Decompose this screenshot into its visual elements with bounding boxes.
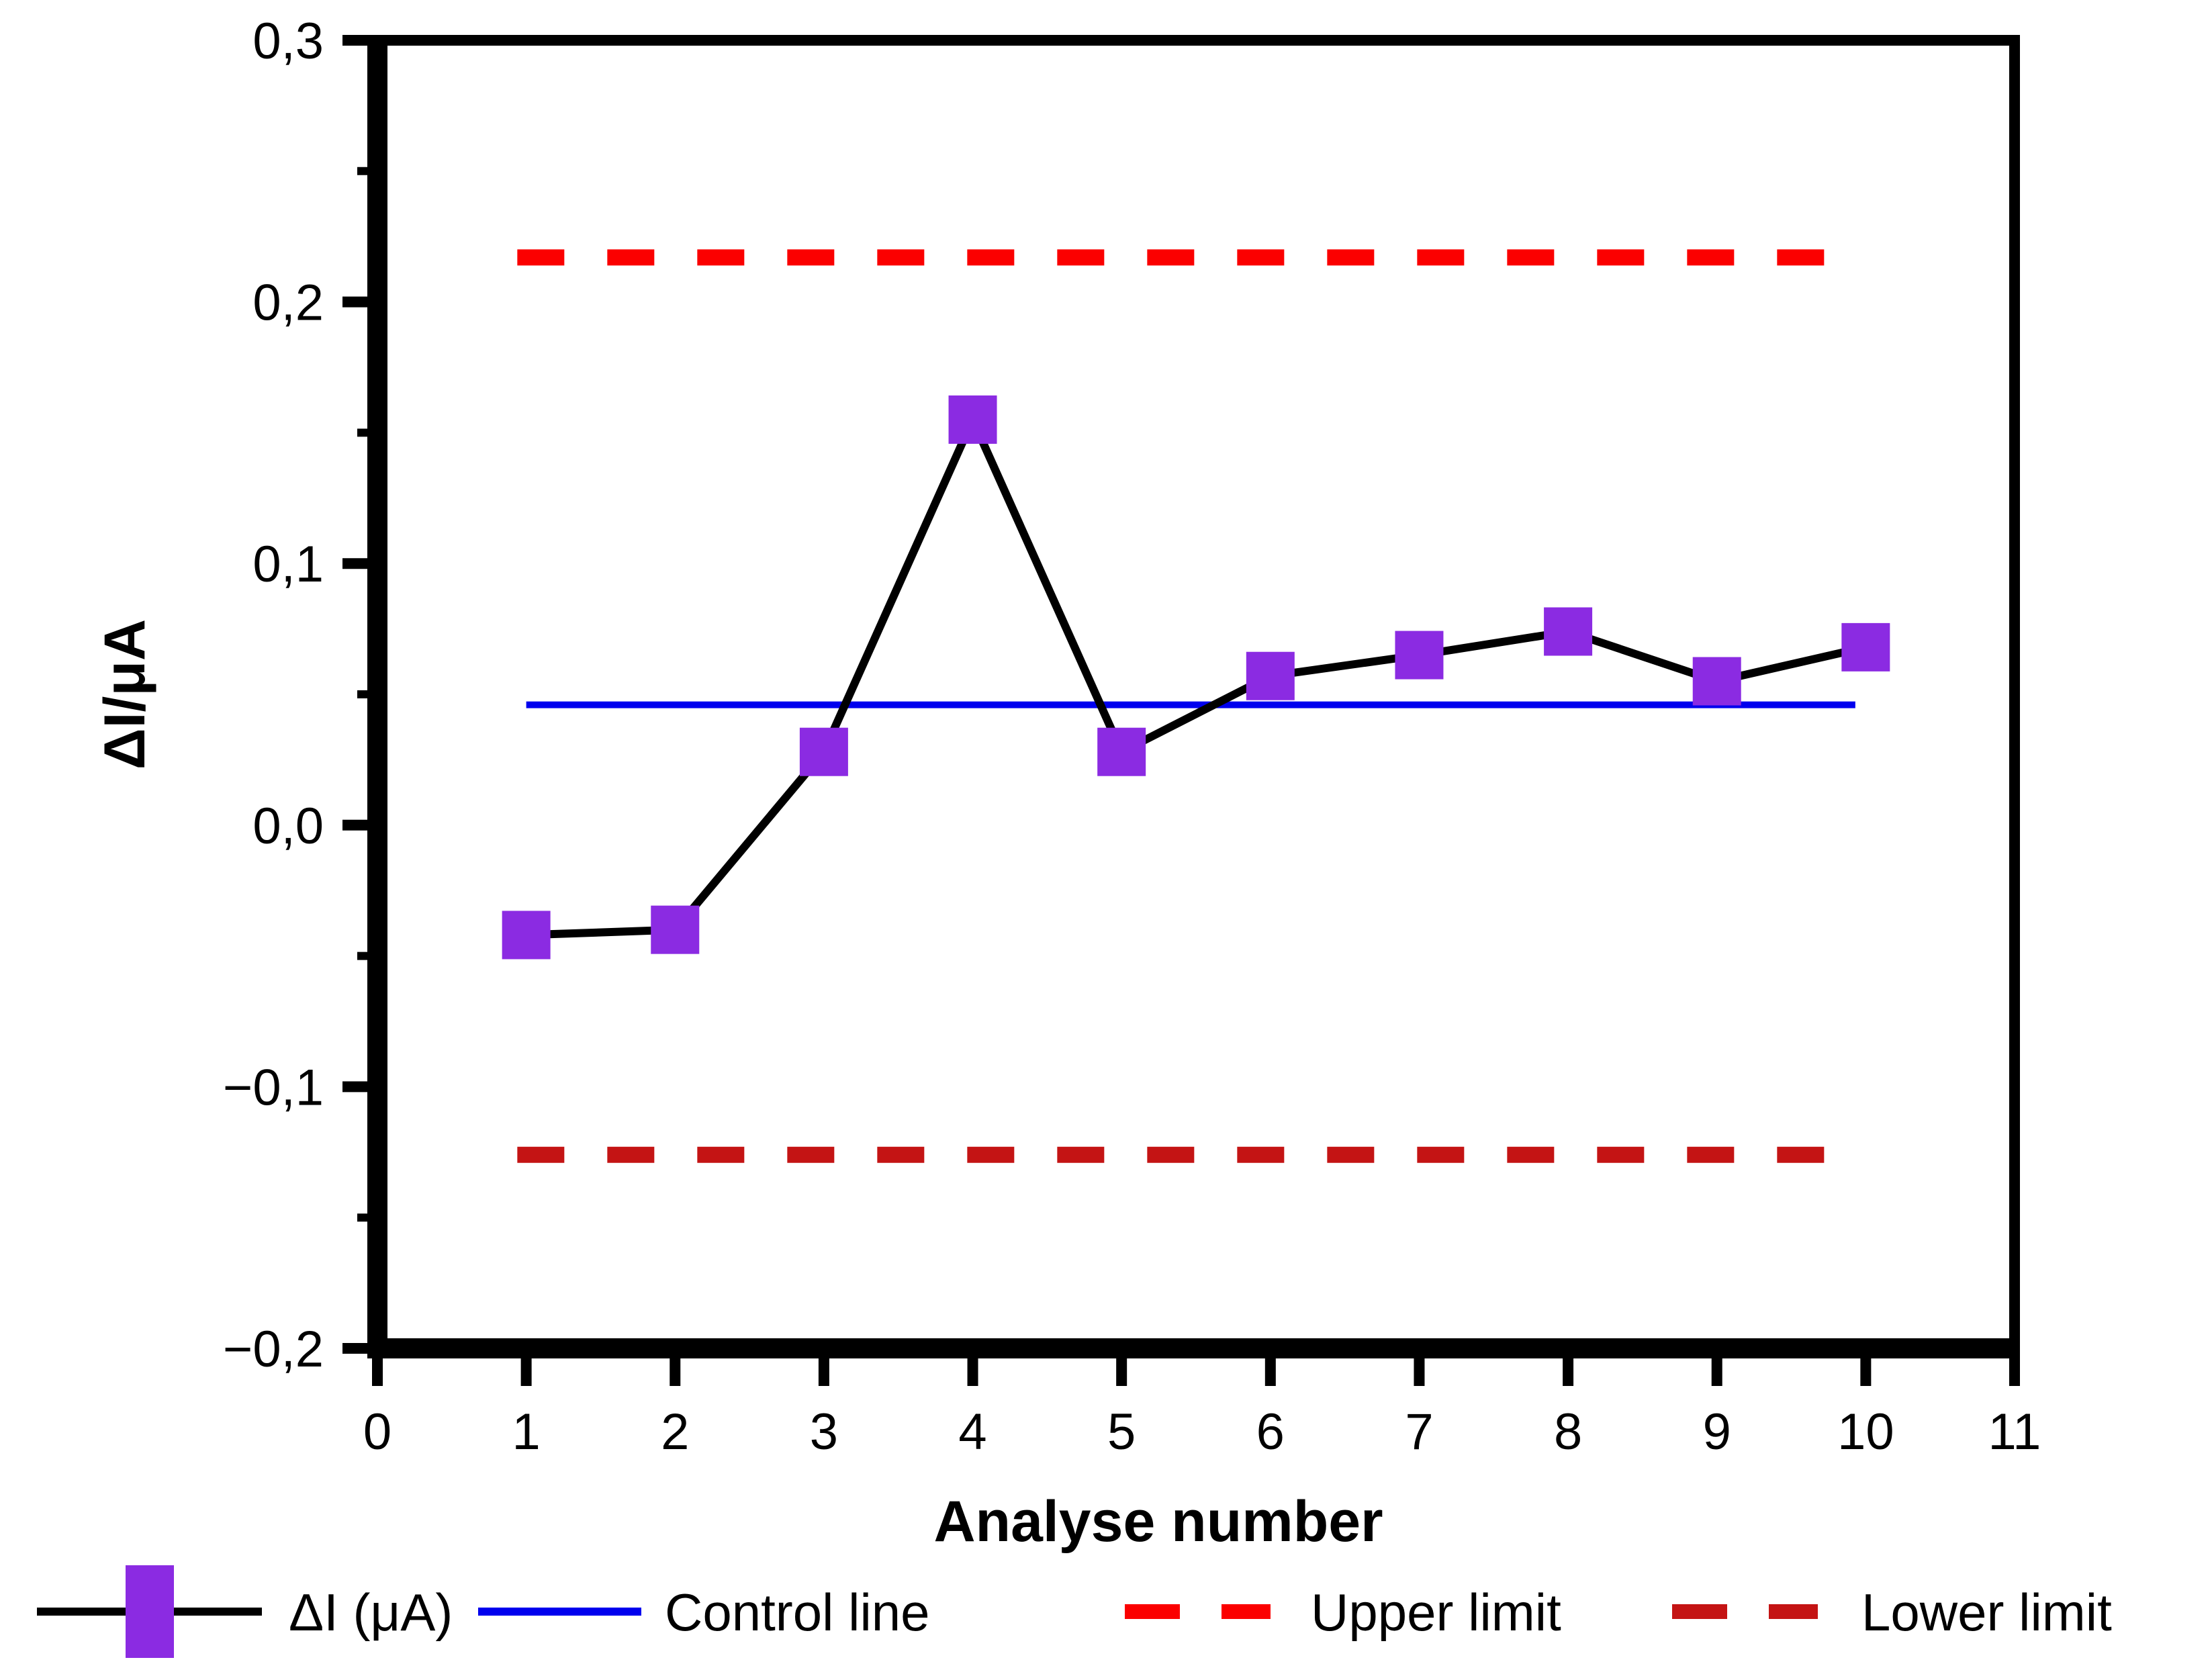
x-axis-tick-label: 5 [1107, 1403, 1136, 1461]
x-axis-tick-label: 3 [810, 1403, 838, 1461]
y-axis-title: ΔI/μA [93, 619, 157, 770]
legend-label-series: ΔI (μA) [289, 1583, 453, 1642]
x-axis-tick-label: 4 [958, 1403, 986, 1461]
x-axis-tick-label: 2 [661, 1403, 689, 1461]
data-series-line [526, 410, 1867, 939]
y-axis-tick-label: 0,1 [252, 536, 324, 593]
data-point-marker [1395, 631, 1444, 680]
data-point-marker [1544, 607, 1593, 656]
x-axis-tick-label: 6 [1256, 1403, 1285, 1461]
y-axis-tick-label: 0,3 [252, 13, 324, 70]
data-point-marker [1246, 651, 1295, 700]
y-axis-tick-label: 0,0 [252, 798, 324, 855]
x-axis-tick-label: 10 [1837, 1403, 1894, 1461]
y-axis-tick-label: −0,1 [223, 1059, 324, 1116]
y-axis-tick-label: −0,2 [223, 1321, 324, 1378]
data-point-marker [1097, 727, 1146, 776]
legend-label-lower-limit: Lower limit [1861, 1583, 2112, 1642]
x-axis-tick-label: 7 [1405, 1403, 1433, 1461]
data-point-marker [502, 911, 551, 960]
data-point-marker [1841, 622, 1890, 671]
legend-series-marker-sample [126, 1565, 174, 1658]
data-point-marker [799, 727, 848, 776]
x-axis-tick-label: 8 [1554, 1403, 1582, 1461]
x-axis-tick-label: 9 [1703, 1403, 1731, 1461]
x-axis-title: Analyse number [933, 1489, 1383, 1554]
legend-label-control-line: Control line [665, 1583, 930, 1642]
x-axis-tick-label: 1 [512, 1403, 540, 1461]
x-axis-tick-label: 11 [1988, 1403, 2041, 1461]
data-point-marker [948, 395, 997, 444]
data-point-marker [1692, 657, 1741, 706]
x-axis-tick-label: 0 [363, 1403, 391, 1461]
y-axis-tick-label: 0,2 [252, 275, 324, 332]
data-point-marker [651, 905, 700, 954]
legend-label-upper-limit: Upper limit [1311, 1583, 1561, 1642]
